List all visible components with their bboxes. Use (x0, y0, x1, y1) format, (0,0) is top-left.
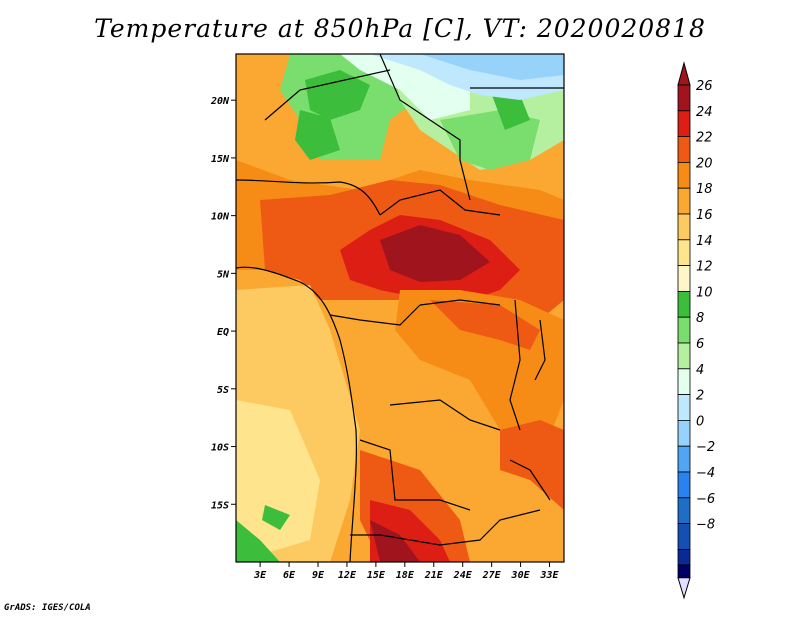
colorbar-swatch (677, 239, 691, 267)
lat-tick-label: 10S (211, 443, 229, 454)
lon-tick-label: 27E (482, 570, 502, 581)
colorbar-swatch (677, 265, 691, 292)
lat-tick-label: 5N (217, 269, 230, 280)
colorbar-swatch (677, 84, 691, 112)
lat-tick-label: 15N (211, 154, 230, 165)
colorbar-swatch (677, 445, 691, 473)
colorbar-swatch (677, 161, 691, 189)
lon-tick-label: 18E (396, 570, 415, 581)
colorbar-swatch (677, 394, 691, 421)
colorbar-label: 0 (696, 414, 704, 429)
lat-tick-label: 10N (211, 212, 230, 223)
colorbar-swatch (677, 316, 691, 344)
lon-tick-label: 30E (511, 570, 531, 581)
colorbar-label: 14 (696, 234, 713, 249)
colorbar-label: −6 (696, 492, 715, 507)
colorbar-label: 16 (696, 208, 713, 223)
lon-tick-label: 3E (253, 570, 267, 581)
colorbar-label: −8 (696, 518, 715, 533)
colorbar-under-triangle (677, 577, 691, 600)
lon-tick-label: 12E (338, 570, 357, 581)
colorbar-label: 18 (696, 182, 713, 197)
colorbar-swatch (677, 136, 691, 163)
colorbar-swatch (677, 290, 691, 318)
temperature-field (236, 54, 564, 562)
lon-tick-label: 6E (283, 570, 296, 581)
grads-credit: GrADS: IGES/COLA (4, 603, 91, 613)
colorbar-label: 20 (696, 156, 713, 171)
colorbar-label: 4 (696, 363, 704, 378)
lon-tick-label: 24E (453, 570, 473, 581)
lat-tick-label: 20N (210, 96, 230, 107)
colorbar-swatch (677, 187, 691, 215)
lat-tick-label: 15S (211, 500, 229, 511)
colorbar-label: −4 (696, 466, 715, 481)
lon-tick-label: 15E (367, 570, 386, 581)
colorbar-swatch (677, 471, 691, 499)
lat-tick-label: 5S (217, 385, 229, 396)
colorbar-over-triangle (677, 61, 691, 86)
colorbar-label: 10 (696, 285, 713, 300)
chart-title: Temperature at 850hPa [C], VT: 202002081… (94, 14, 706, 43)
colorbar-swatch (677, 497, 691, 524)
colorbar-label: 2 (696, 389, 704, 404)
colorbar-swatch (677, 549, 691, 566)
colorbar-swatch (677, 342, 691, 370)
lon-tick-label: 9E (312, 570, 325, 581)
colorbar-label: 22 (696, 131, 713, 146)
colorbar-label: −2 (696, 440, 715, 455)
colorbar-label: 26 (696, 79, 713, 94)
colorbar-swatch (677, 419, 691, 447)
colorbar-label: 8 (696, 311, 704, 326)
colorbar-swatch (677, 110, 691, 138)
colorbar-label: 12 (696, 260, 713, 275)
lon-tick-label: 21E (424, 570, 444, 581)
colorbar-swatch (677, 368, 691, 395)
lat-tick-label: EQ (217, 327, 229, 338)
colorbar-label: 6 (696, 337, 704, 352)
lon-tick-label: 33E (539, 570, 559, 581)
colorbar-label: 24 (696, 105, 713, 120)
colorbar-swatch (677, 213, 691, 241)
country-borders (236, 54, 564, 562)
colorbar-swatch (677, 564, 691, 579)
map-axes: 20N 15N 10N 5N EQ 5S 10S 15S 3E 6E 9E 12E 15E 18E 21E 2… (210, 96, 560, 581)
colorbar-swatch (677, 523, 691, 550)
map-frame (235, 53, 565, 563)
